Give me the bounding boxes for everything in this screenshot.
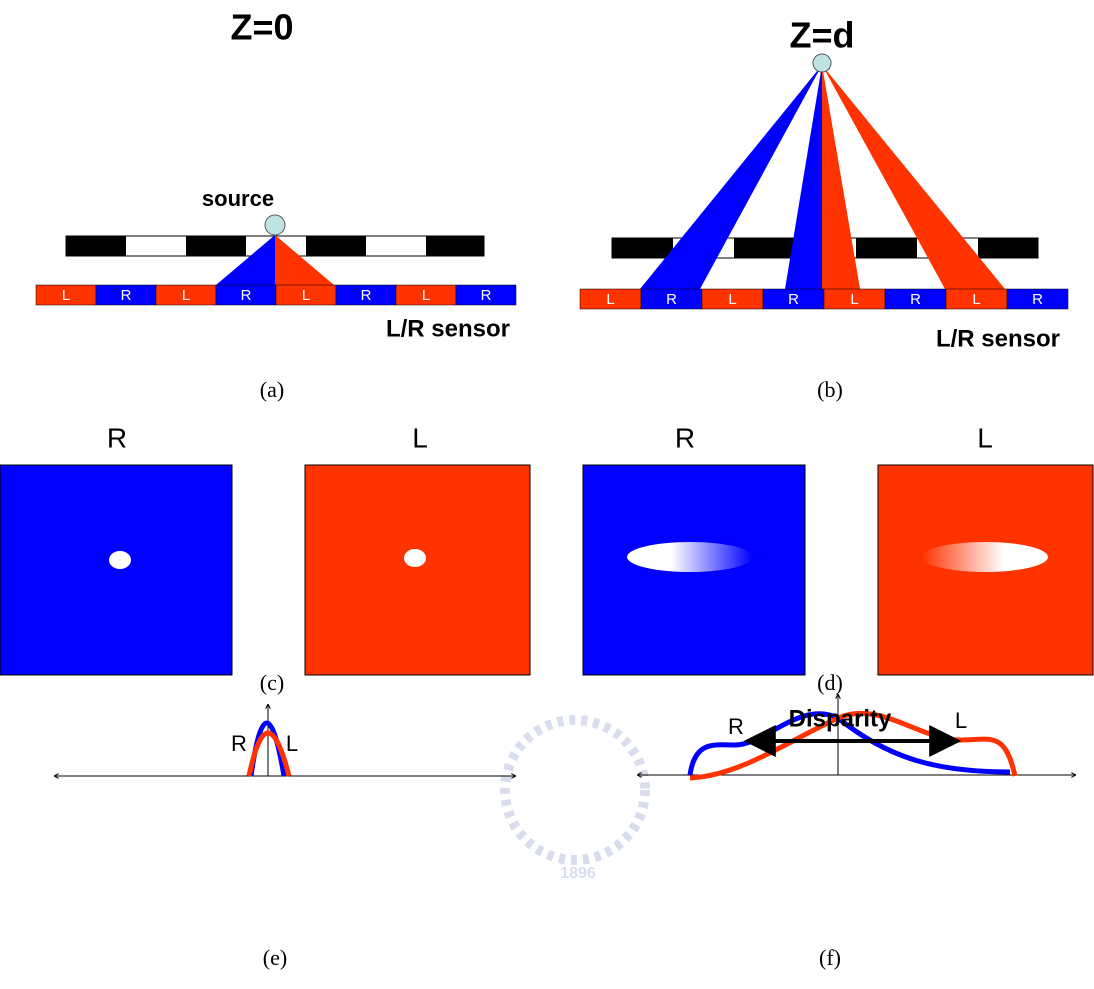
panel-title: Z=d <box>789 15 854 56</box>
sensor-cell-label: R <box>121 287 132 304</box>
blurred-spot <box>922 542 1048 572</box>
image-label: L <box>412 422 428 453</box>
sensor-cell-label: L <box>422 287 430 304</box>
sensor-cell-label: R <box>1032 291 1043 308</box>
figure: 1896 Z=0 source LRLRLRLR L/R sensor (a) … <box>0 0 1094 989</box>
caption: (a) <box>260 377 284 402</box>
curve-label: L <box>955 708 967 733</box>
blurred-spot <box>627 542 753 572</box>
spot <box>404 549 426 567</box>
sensor-cell-label: R <box>666 291 677 308</box>
sensor-cell-label: L <box>972 291 980 308</box>
sensor-cell-label: R <box>361 287 372 304</box>
l-image <box>305 465 530 675</box>
curve-label: L <box>286 731 298 756</box>
image-label: R <box>675 422 695 453</box>
sensor-cell-label: L <box>728 291 736 308</box>
caption: (b) <box>817 377 843 402</box>
spot <box>109 551 131 569</box>
curve-label: R <box>728 714 744 739</box>
watermark: 1896 <box>505 720 645 882</box>
caption: (d) <box>817 670 843 695</box>
source-label: source <box>202 186 274 211</box>
curve-label: R <box>231 731 247 756</box>
image-label: R <box>107 422 127 453</box>
sensor-cell-label: L <box>302 287 310 304</box>
image-label: L <box>977 422 993 453</box>
sensor-cell-label: R <box>910 291 921 308</box>
sensor-cell-label: L <box>182 287 190 304</box>
sensor-cell-label: L <box>606 291 614 308</box>
r-image <box>0 465 232 675</box>
source-dot <box>813 54 831 72</box>
watermark-text: 1896 <box>560 865 596 882</box>
source-dot <box>265 215 285 235</box>
sensor-label: L/R sensor <box>386 315 510 342</box>
sensor-cell-label: R <box>788 291 799 308</box>
sensor-cell-label: L <box>62 287 70 304</box>
sensor-label: L/R sensor <box>936 325 1060 352</box>
caption: (c) <box>260 670 284 695</box>
sensor-cell-label: L <box>850 291 858 308</box>
arrow-label: Disparity <box>789 705 892 732</box>
sensor-cell-label: R <box>481 287 492 304</box>
caption: (e) <box>263 945 287 970</box>
panel-title: Z=0 <box>230 7 293 48</box>
caption: (f) <box>819 945 841 970</box>
sensor-cell-label: R <box>241 287 252 304</box>
